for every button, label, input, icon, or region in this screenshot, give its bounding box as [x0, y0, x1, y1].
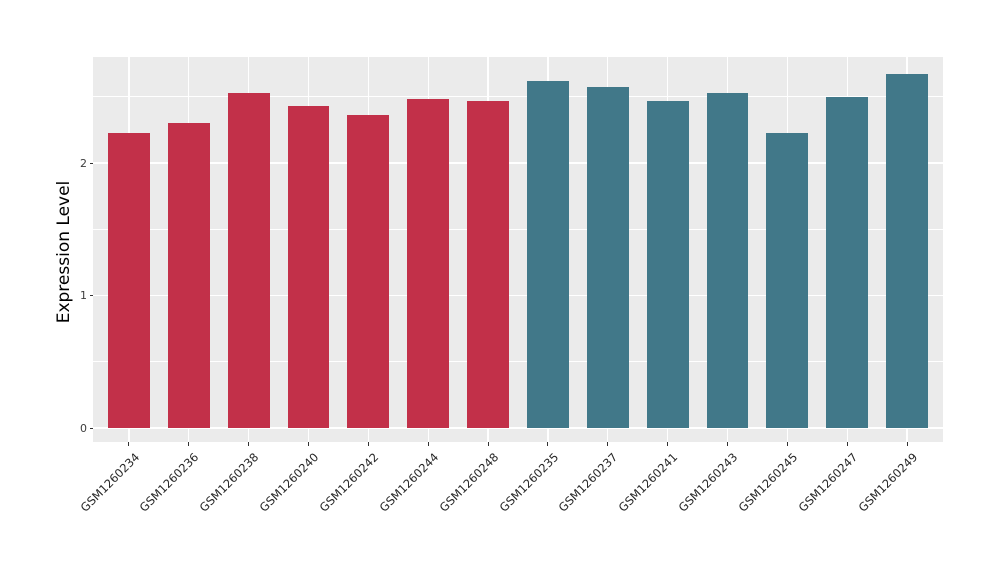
x-tick-mark [128, 442, 130, 446]
x-tick-mark [667, 442, 669, 446]
x-tick-label: GSM1260236 [137, 450, 202, 515]
bar-GSM1260236 [167, 123, 210, 428]
bar-GSM1260244 [407, 99, 450, 428]
x-tick-label: GSM1260244 [376, 450, 442, 515]
x-tick-mark [786, 442, 788, 446]
x-tick-mark [248, 442, 250, 446]
gridline-major [93, 162, 943, 164]
x-tick-label: GSM1260237 [556, 450, 621, 515]
bar-GSM1260243 [706, 92, 749, 428]
bar-GSM1260242 [347, 115, 390, 428]
x-tick-label: GSM1260249 [855, 450, 920, 515]
x-tick-label: GSM1260247 [795, 450, 861, 515]
bar-GSM1260238 [227, 92, 270, 428]
gridline-minor [93, 96, 943, 98]
bar-GSM1260240 [287, 106, 330, 428]
x-tick-mark [427, 442, 429, 446]
x-tick-mark [906, 442, 908, 446]
bar-GSM1260245 [766, 132, 809, 428]
y-tick-mark [89, 295, 93, 296]
x-tick-label: GSM1260242 [316, 450, 382, 515]
x-tick-mark [547, 442, 549, 446]
plot-panel [93, 57, 943, 442]
y-tick-label: 0 [80, 421, 87, 435]
x-tick-mark [727, 442, 728, 446]
x-tick-label: GSM1260234 [77, 450, 142, 515]
y-tick-mark [89, 427, 93, 429]
x-tick-mark [487, 442, 489, 446]
x-tick-label: GSM1260241 [615, 450, 681, 515]
x-tick-label: GSM1260240 [256, 450, 322, 515]
gridline-minor [93, 228, 943, 230]
x-tick-mark [846, 442, 848, 446]
y-tick-mark [89, 162, 93, 164]
x-tick-mark [307, 442, 309, 446]
bar-GSM1260235 [526, 80, 569, 428]
bar-GSM1260249 [886, 74, 929, 428]
gridline-minor [93, 361, 943, 363]
x-tick-mark [367, 442, 369, 446]
x-tick-label: GSM1260235 [496, 450, 561, 515]
y-tick-label: 1 [80, 289, 87, 302]
bar-GSM1260234 [107, 132, 150, 428]
bar-GSM1260248 [467, 100, 509, 428]
x-tick-label: GSM1260248 [436, 450, 501, 515]
x-tick-label: GSM1260243 [675, 450, 741, 515]
bar-GSM1260247 [826, 96, 869, 428]
gridline-major [93, 294, 943, 297]
gridline-major [93, 427, 943, 429]
x-tick-mark [607, 442, 609, 446]
y-axis-title: Expression Level [54, 180, 74, 324]
x-tick-label: GSM1260238 [196, 450, 262, 515]
x-tick-mark [188, 442, 190, 446]
bar-GSM1260241 [646, 100, 689, 428]
bar-GSM1260237 [586, 87, 629, 428]
y-tick-label: 2 [80, 156, 87, 170]
x-tick-label: GSM1260245 [735, 450, 801, 515]
